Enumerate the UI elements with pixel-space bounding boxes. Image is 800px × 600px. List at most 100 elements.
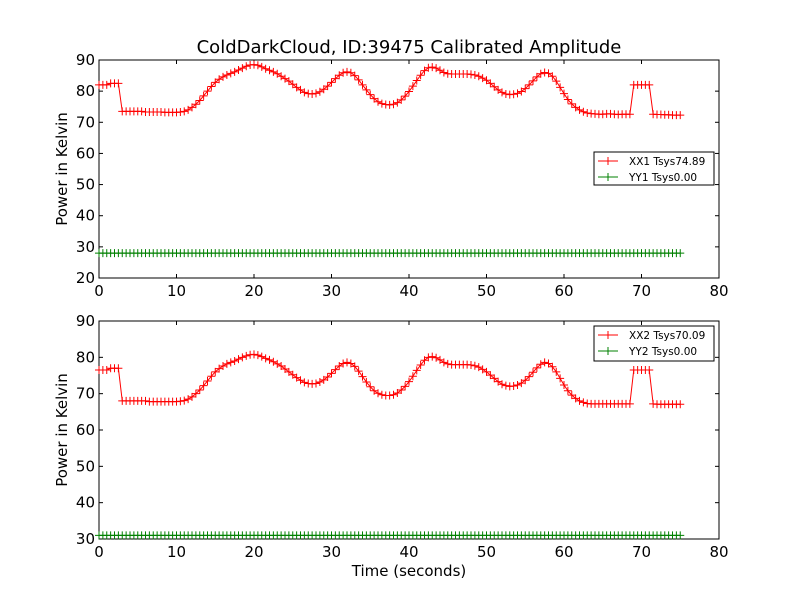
y-tick-label: 50 xyxy=(76,176,95,194)
data-point xyxy=(467,70,475,79)
data-point xyxy=(230,356,239,365)
legend-frame xyxy=(593,325,715,362)
data-point xyxy=(358,80,367,89)
data-point xyxy=(343,358,351,367)
data-point xyxy=(544,359,553,368)
y-tick-label: 30 xyxy=(76,238,95,256)
data-point xyxy=(226,69,235,78)
data-point xyxy=(567,391,576,400)
data-point xyxy=(191,389,200,398)
x-tick-label: 80 xyxy=(709,543,728,561)
data-point xyxy=(540,358,549,367)
data-point xyxy=(358,372,367,381)
data-point xyxy=(401,382,410,391)
data-point xyxy=(501,89,510,98)
bottom-panel: 0 10 20 30 40 50 60 70 80 30 40 50 60 70 80 90 XX2 Tsys7… xyxy=(76,312,729,561)
data-point xyxy=(257,352,266,361)
x-tick-label: 50 xyxy=(477,282,496,300)
x-tick-label: 0 xyxy=(94,543,104,561)
legend-marker xyxy=(604,173,612,181)
data-point xyxy=(176,397,185,406)
data-point xyxy=(199,381,208,390)
data-point xyxy=(253,61,262,70)
data-point xyxy=(501,381,510,390)
data-point xyxy=(676,249,685,258)
series-yy xyxy=(95,531,685,540)
data-point xyxy=(350,71,359,80)
y-tick-label: 70 xyxy=(76,113,95,131)
data-point xyxy=(401,92,410,101)
data-point xyxy=(141,396,150,405)
data-point xyxy=(114,364,123,373)
data-point xyxy=(486,79,495,88)
data-point xyxy=(625,399,634,408)
data-point xyxy=(339,359,348,368)
legend-label: XX2 Tsys70.09 xyxy=(629,330,705,342)
data-point xyxy=(265,66,274,75)
legend-label: YY2 Tsys0.00 xyxy=(628,346,697,358)
data-point xyxy=(563,95,572,104)
x-tick-label: 0 xyxy=(94,282,104,300)
data-point xyxy=(366,90,375,99)
data-point xyxy=(513,89,522,98)
data-point xyxy=(207,372,216,381)
data-point xyxy=(575,105,584,114)
data-point xyxy=(265,355,274,364)
y-tick-label: 20 xyxy=(76,269,95,287)
data-point xyxy=(439,358,448,367)
data-point xyxy=(567,99,576,108)
data-point xyxy=(222,70,231,79)
data-point xyxy=(203,87,212,96)
legend-entry: XX1 Tsys74.89 xyxy=(598,156,705,168)
data-point xyxy=(490,374,499,383)
data-point xyxy=(552,367,561,376)
data-point xyxy=(242,62,251,71)
data-point xyxy=(560,380,568,389)
data-point xyxy=(269,67,278,76)
data-point xyxy=(238,353,247,362)
legend-label: YY1 Tsys0.00 xyxy=(628,172,697,184)
top-panel: 0 10 20 30 40 50 60 70 80 20 30 40 50 60 70 80 90 XX1 Tsy… xyxy=(76,51,729,300)
data-point xyxy=(486,371,495,380)
y-tick-label: 60 xyxy=(76,144,95,162)
data-point xyxy=(253,351,262,360)
data-point xyxy=(250,60,258,69)
data-point xyxy=(428,63,437,72)
data-point xyxy=(331,365,340,374)
x-tick-label: 60 xyxy=(554,543,573,561)
x-tick-label: 40 xyxy=(399,282,418,300)
data-point xyxy=(234,355,243,364)
y-tick-label: 80 xyxy=(76,348,95,366)
x-tick-label: 30 xyxy=(322,282,341,300)
y-tick-label: 40 xyxy=(76,494,95,512)
data-point xyxy=(645,366,654,375)
y-tick-label: 40 xyxy=(76,207,95,225)
legend-marker xyxy=(604,347,612,355)
legend-marker xyxy=(604,331,612,339)
x-tick-label: 80 xyxy=(709,282,728,300)
y-tick-label: 60 xyxy=(76,421,95,439)
data-point xyxy=(188,392,196,401)
data-point xyxy=(625,110,634,119)
data-point xyxy=(412,366,421,375)
data-point xyxy=(416,360,425,369)
data-point xyxy=(548,72,557,81)
data-point xyxy=(405,87,413,96)
data-point xyxy=(207,82,216,91)
data-point xyxy=(102,80,111,89)
data-point xyxy=(556,83,565,92)
data-point xyxy=(509,90,518,99)
data-point xyxy=(312,379,320,388)
data-point xyxy=(645,80,654,89)
data-point xyxy=(556,374,565,383)
x-tick-label: 20 xyxy=(244,543,263,561)
series-xx xyxy=(95,350,685,409)
x-tick-label: 20 xyxy=(244,282,263,300)
data-point xyxy=(180,396,189,405)
data-point xyxy=(583,108,592,117)
data-point xyxy=(470,70,479,79)
data-point xyxy=(339,68,348,77)
legend-entry: YY1 Tsys0.00 xyxy=(598,172,697,184)
data-point xyxy=(195,386,204,395)
x-axis-label: Time (seconds) xyxy=(351,562,467,580)
